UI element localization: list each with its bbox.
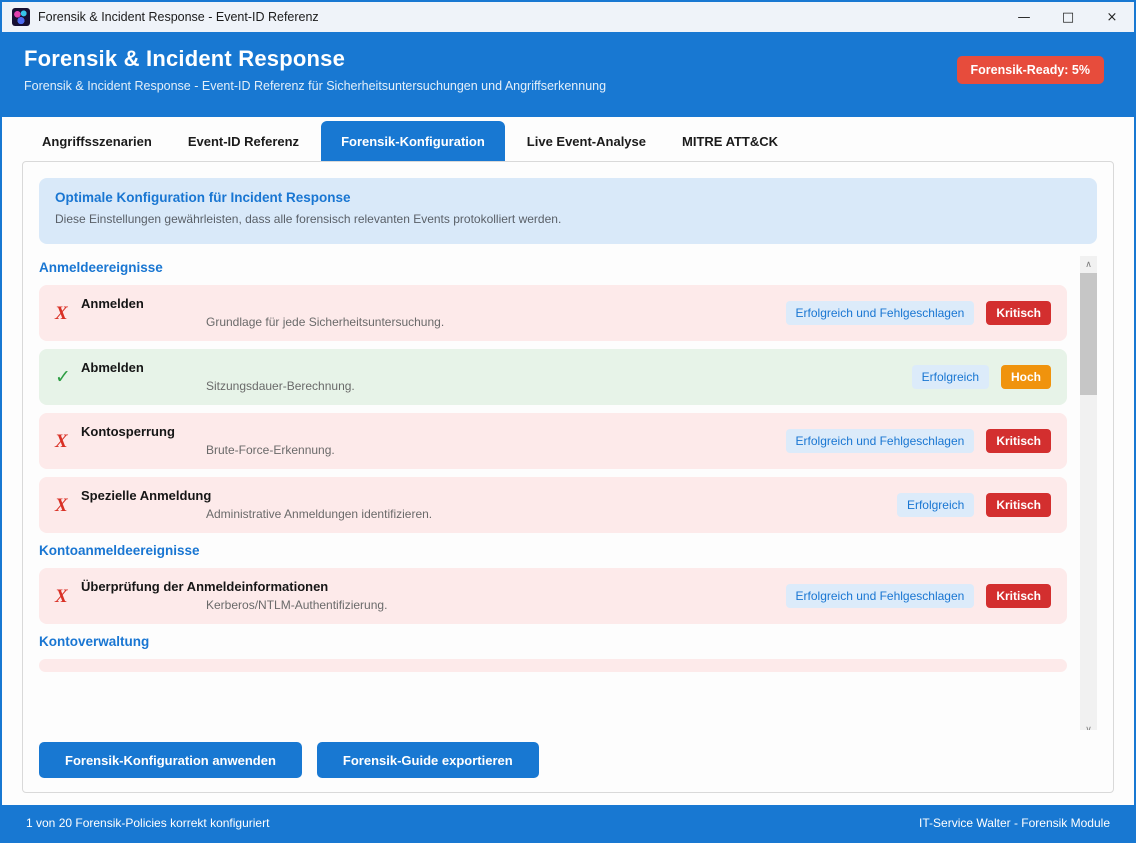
policy-badges: Erfolgreich Kritisch xyxy=(896,493,1051,517)
scrollbar-thumb[interactable] xyxy=(1080,273,1097,395)
status-bar-right: IT-Service Walter - Forensik Module xyxy=(919,816,1110,830)
tab-angriffsszenarien[interactable]: Angriffsszenarien xyxy=(28,121,166,161)
section-title: Anmeldeereignisse xyxy=(39,260,163,275)
policy-row-text: Kontosperrung Brute-Force-Erkennung. xyxy=(81,423,786,457)
check-icon: ✓ xyxy=(55,366,71,388)
policy-description: Sitzungsdauer-Berechnung. xyxy=(206,378,355,393)
tab-forensik-konfiguration[interactable]: Forensik-Konfiguration xyxy=(321,121,505,161)
cross-icon: X xyxy=(55,430,68,452)
tab-bar: Angriffsszenarien Event-ID Referenz Fore… xyxy=(2,117,1134,161)
policy-section: Anmeldeereignisse X Anmelden Grundlage für … xyxy=(39,260,1067,533)
policy-row[interactable]: X Anmelden Grundlage für jede Sicherheitsu… xyxy=(39,285,1067,341)
policy-row-text: Abmelden Sitzungsdauer-Berechnung. xyxy=(81,359,912,393)
audit-badge: Erfolgreich xyxy=(896,493,975,517)
audit-badge: Erfolgreich und Fehlgeschlagen xyxy=(785,584,975,608)
policy-row[interactable]: ✓ Abmelden Sitzungsdauer-Berechnung. Erfolg… xyxy=(39,349,1067,405)
page-subtitle: Forensik & Incident Response - Event-ID … xyxy=(24,79,607,93)
policy-row[interactable]: X Kontosperrung Brute-Force-Erkennung. Erfo… xyxy=(39,413,1067,469)
policy-badges: Erfolgreich und Fehlgeschlagen Kritisch xyxy=(785,429,1051,453)
policy-badges: Erfolgreich und Fehlgeschlagen Kritisch xyxy=(785,584,1051,608)
status-bar-left: 1 von 20 Forensik-Policies korrekt konfi… xyxy=(26,816,270,830)
severity-badge: Kritisch xyxy=(986,493,1051,517)
action-button-row: Forensik-Konfiguration anwenden Forensik… xyxy=(39,742,1097,778)
policy-name: Abmelden xyxy=(81,359,144,375)
policy-name: Anmelden xyxy=(81,295,144,311)
severity-badge: Kritisch xyxy=(986,584,1051,608)
info-box-text: Diese Einstellungen gewährleisten, dass … xyxy=(55,212,562,226)
policy-row[interactable]: X Spezielle Anmeldung Administrative Anmel… xyxy=(39,477,1067,533)
apply-configuration-button[interactable]: Forensik-Konfiguration anwenden xyxy=(39,742,302,778)
policy-description: Kerberos/NTLM-Authentifizierung. xyxy=(206,597,388,612)
policy-description: Administrative Anmeldungen identifiziere… xyxy=(206,506,433,521)
audit-badge: Erfolgreich und Fehlgeschlagen xyxy=(785,429,975,453)
section-title: Kontoverwaltung xyxy=(39,634,150,649)
policy-row[interactable] xyxy=(39,659,1067,672)
cross-icon: X xyxy=(55,494,68,516)
scrollbar-down-arrow[interactable]: ∨ xyxy=(1085,724,1092,730)
status-bar: 1 von 20 Forensik-Policies korrekt konfi… xyxy=(2,805,1134,841)
policy-badges: Erfolgreich und Fehlgeschlagen Kritisch xyxy=(785,301,1051,325)
tab-content-panel: Optimale Konfiguration für Incident Resp… xyxy=(22,161,1114,793)
audit-badge: Erfolgreich und Fehlgeschlagen xyxy=(785,301,975,325)
severity-badge: Kritisch xyxy=(986,429,1051,453)
app-header: Forensik & Incident Response Forensik & … xyxy=(2,32,1134,117)
cross-icon: X xyxy=(55,585,68,607)
cross-icon: X xyxy=(55,302,68,324)
app-icon xyxy=(12,8,30,26)
info-box: Optimale Konfiguration für Incident Resp… xyxy=(39,178,1097,244)
close-button[interactable]: × xyxy=(1090,2,1134,32)
forensik-ready-badge: Forensik-Ready: 5% xyxy=(956,56,1104,84)
policy-name: Kontosperrung xyxy=(81,423,175,439)
maximize-button[interactable]: □ xyxy=(1046,2,1090,32)
policy-list: Anmeldeereignisse X Anmelden Grundlage für … xyxy=(39,256,1067,730)
vertical-scrollbar[interactable]: ∧ ∨ xyxy=(1080,256,1097,730)
title-bar: Forensik & Incident Response - Event-ID … xyxy=(2,2,1134,32)
info-box-title: Optimale Konfiguration für Incident Resp… xyxy=(55,190,351,205)
policy-description: Brute-Force-Erkennung. xyxy=(206,442,335,457)
tab-mitre-attack[interactable]: MITRE ATT&CK xyxy=(668,121,792,161)
page-title: Forensik & Incident Response xyxy=(24,46,346,71)
policy-badges: Erfolgreich Hoch xyxy=(911,365,1051,389)
minimize-button[interactable]: — xyxy=(1002,2,1046,32)
severity-badge: Kritisch xyxy=(986,301,1051,325)
policy-description: Grundlage für jede Sicherheitsuntersuchu… xyxy=(206,314,445,329)
policy-name: Überprüfung der Anmeldeinformationen xyxy=(81,578,329,594)
policy-row-text: Überprüfung der Anmeldeinformationen Kerb… xyxy=(81,578,786,612)
section-title: Kontoanmeldeereignisse xyxy=(39,543,200,558)
policy-scroll-area: Anmeldeereignisse X Anmelden Grundlage für … xyxy=(39,256,1097,730)
policy-section: Kontoanmeldeereignisse X Überprüfung der A… xyxy=(39,543,1067,624)
policy-name: Spezielle Anmeldung xyxy=(81,487,212,503)
audit-badge: Erfolgreich xyxy=(911,365,989,389)
scrollbar-up-arrow[interactable]: ∧ xyxy=(1085,259,1092,269)
policy-row[interactable]: X Überprüfung der Anmeldeinformationen Ker… xyxy=(39,568,1067,624)
tab-event-id-referenz[interactable]: Event-ID Referenz xyxy=(174,121,313,161)
window-controls: — □ × xyxy=(1002,2,1134,32)
tab-live-event-analyse[interactable]: Live Event-Analyse xyxy=(513,121,660,161)
policy-row-text: Spezielle Anmeldung Administrative Anmeld… xyxy=(81,487,897,521)
policy-section: Kontoverwaltung xyxy=(39,634,1067,672)
severity-badge: Hoch xyxy=(1001,365,1051,389)
export-guide-button[interactable]: Forensik-Guide exportieren xyxy=(316,742,539,778)
policy-row-text: Anmelden Grundlage für jede Sicherheitsun… xyxy=(81,295,786,329)
window-title: Forensik & Incident Response - Event-ID … xyxy=(38,10,319,24)
